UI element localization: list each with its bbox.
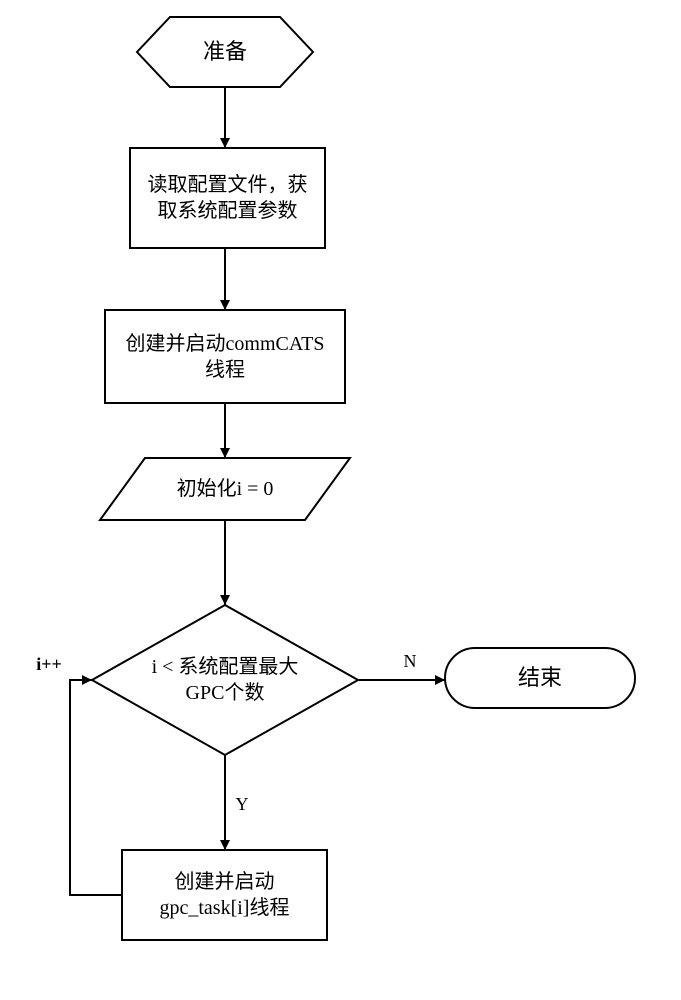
edge-n-label: N <box>395 650 425 674</box>
create-commcats-label: 创建并启动commCATS 线程 <box>105 310 345 403</box>
prepare-label: 准备 <box>137 17 313 87</box>
edge-ipp-label: i++ <box>28 653 70 677</box>
decision-label: i < 系统配置最大 GPC个数 <box>120 635 330 725</box>
end-label: 结束 <box>445 648 635 708</box>
create-gpc-label: 创建并启动 gpc_task[i]线程 <box>122 850 327 940</box>
init-i-label: 初始化i = 0 <box>100 458 350 520</box>
edge-y-label: Y <box>230 793 254 817</box>
read-config-label: 读取配置文件，获 取系统配置参数 <box>130 148 325 248</box>
edge-loop-back <box>70 680 122 895</box>
